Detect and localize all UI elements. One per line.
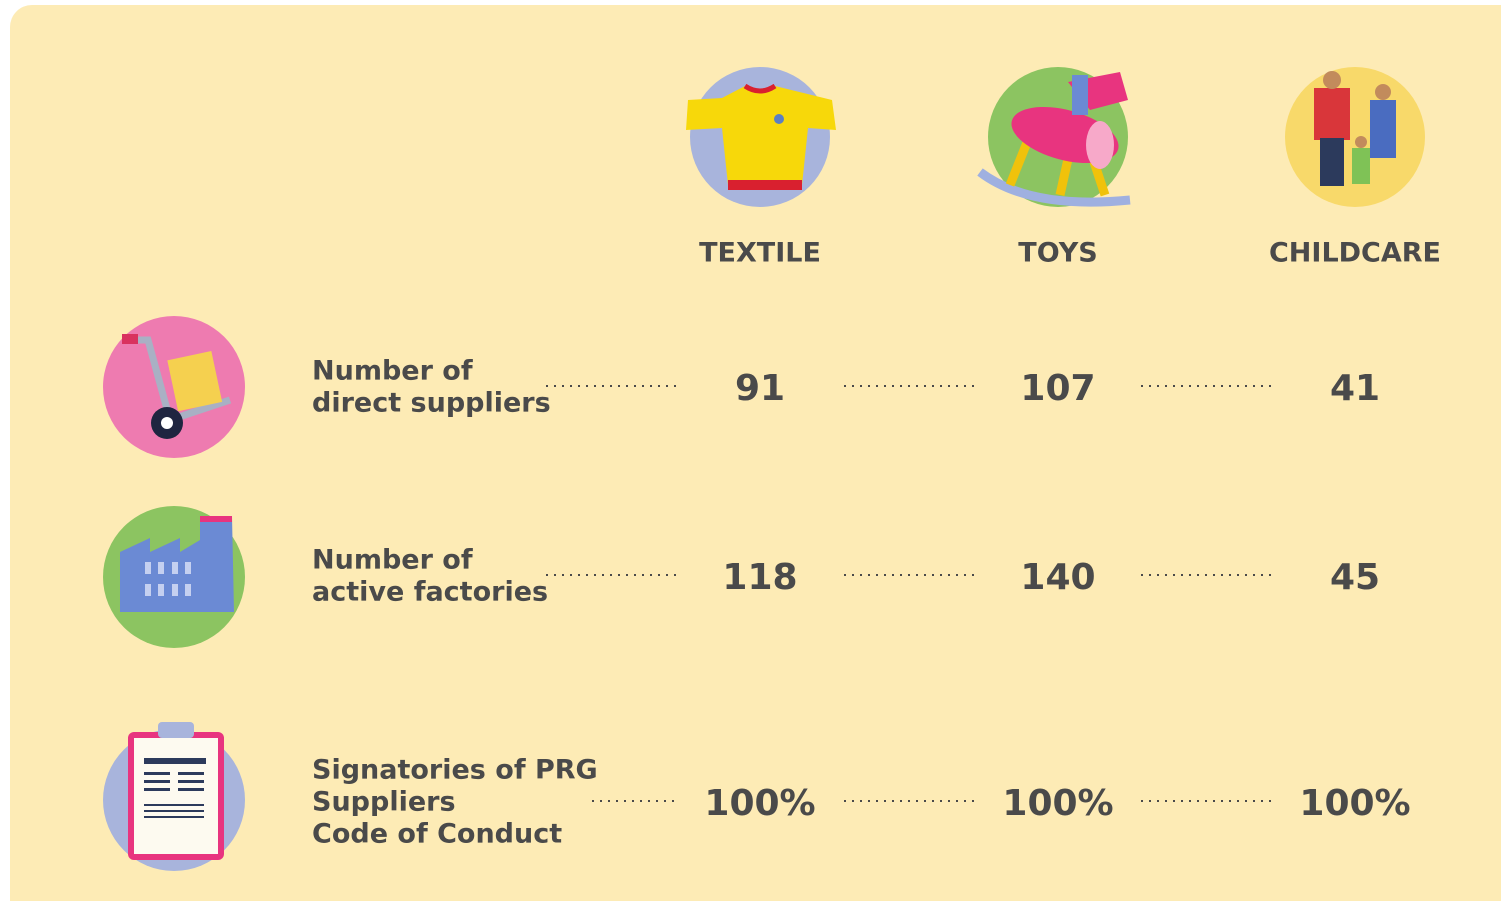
- childcare-icon: [1285, 67, 1425, 207]
- row-label: Number of: [312, 356, 473, 387]
- row-label: Signatories of PRG: [312, 755, 598, 786]
- cell-value: 107: [1020, 368, 1095, 409]
- cell-value: 118: [722, 557, 797, 598]
- column-header: CHILDCARE: [1269, 238, 1441, 269]
- cell-value: 100%: [704, 783, 815, 824]
- infographic: TEXTILETOYSCHILDCARENumber ofdirect supp…: [0, 0, 1501, 901]
- row-label: direct suppliers: [312, 388, 551, 419]
- cell-value: 41: [1330, 368, 1380, 409]
- trolley-icon: [103, 316, 245, 458]
- factory-icon: [103, 506, 245, 648]
- column-header: TEXTILE: [699, 238, 821, 269]
- row-label: Suppliers: [312, 787, 456, 818]
- page: TEXTILETOYSCHILDCARENumber ofdirect supp…: [0, 0, 1501, 901]
- row-label: Code of Conduct: [312, 819, 562, 850]
- column-header: TOYS: [1018, 238, 1097, 269]
- row-label: Number of: [312, 545, 473, 576]
- cell-value: 91: [735, 368, 785, 409]
- row-label: active factories: [312, 577, 548, 608]
- cell-value: 100%: [1299, 783, 1410, 824]
- cell-value: 100%: [1002, 783, 1113, 824]
- cell-value: 45: [1330, 557, 1380, 598]
- cell-value: 140: [1020, 557, 1095, 598]
